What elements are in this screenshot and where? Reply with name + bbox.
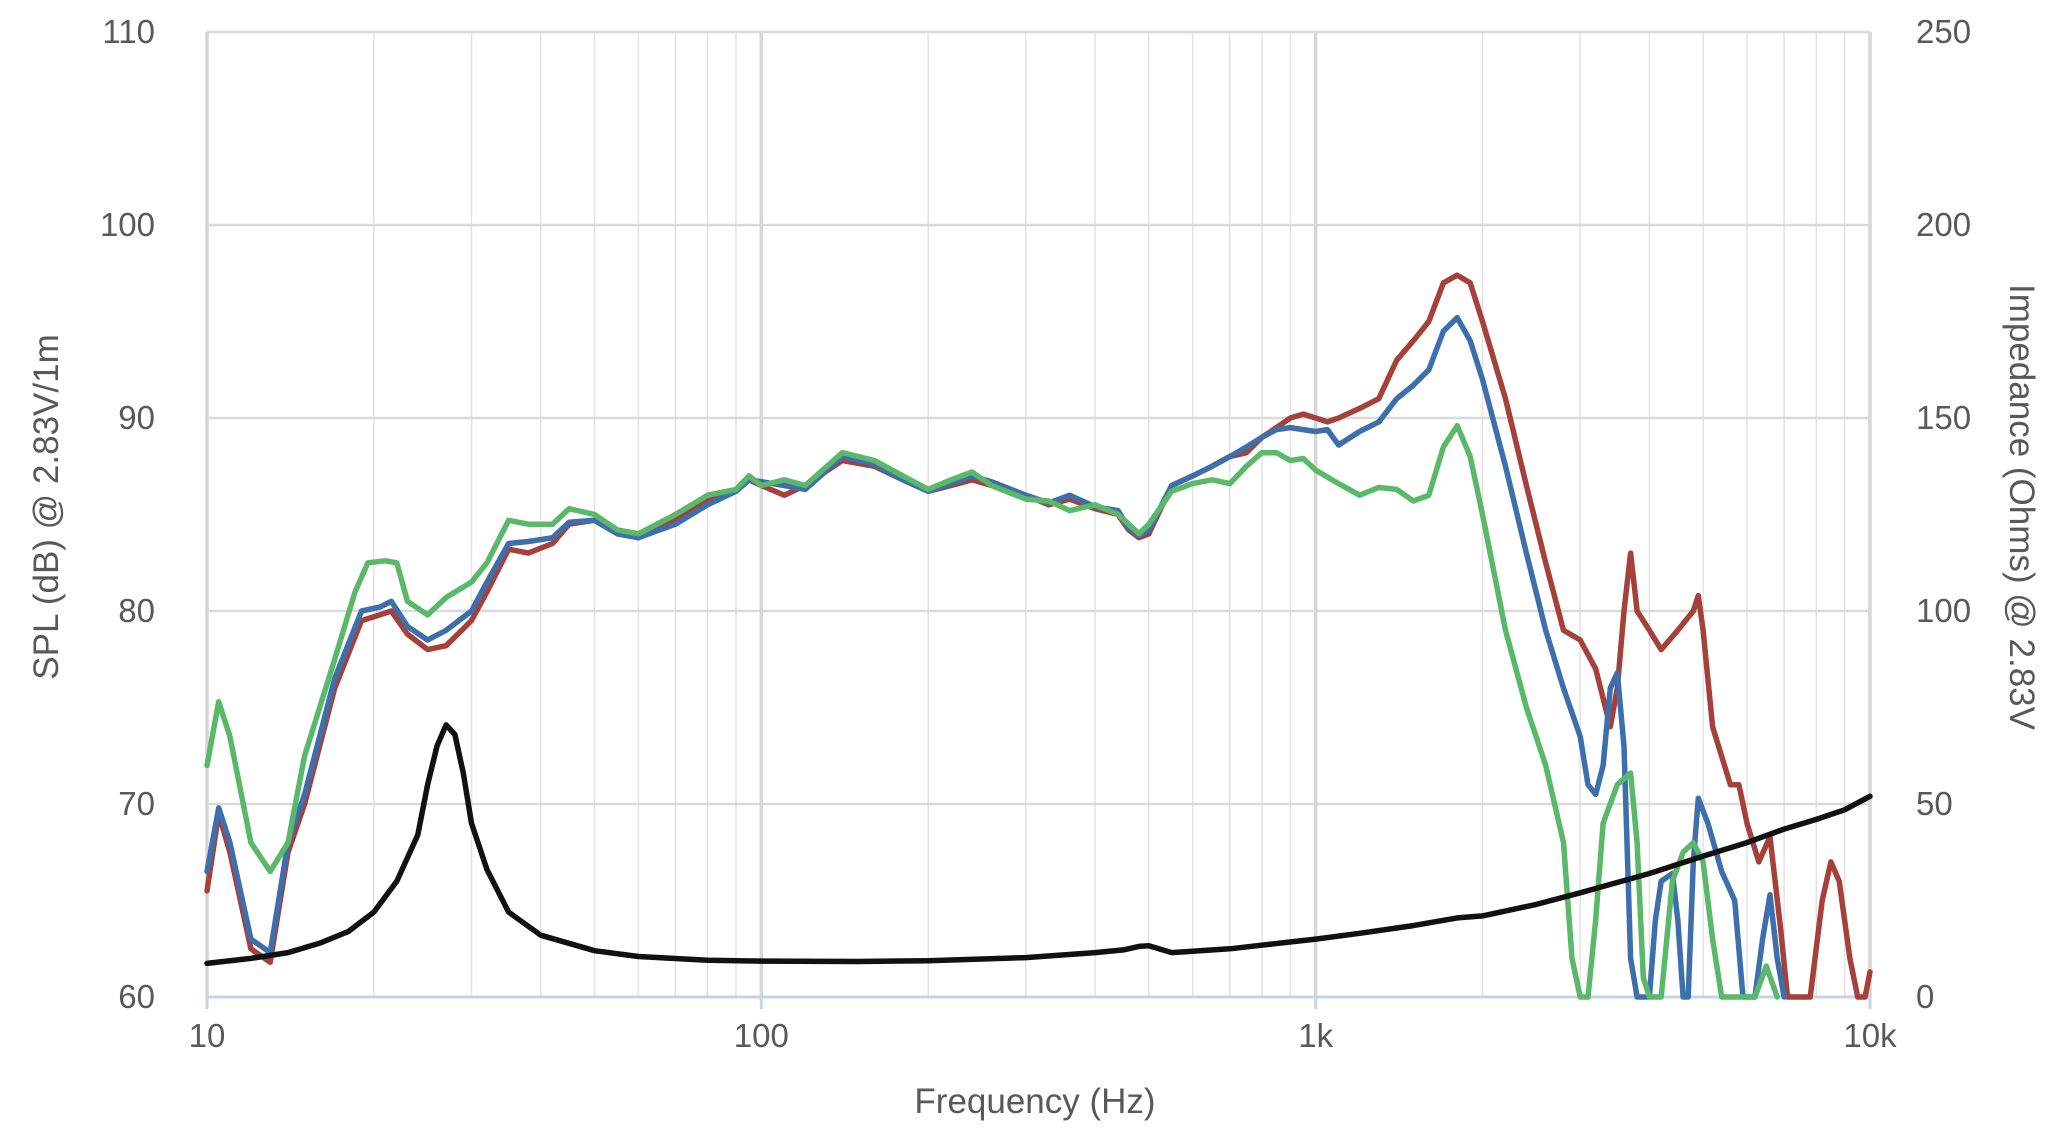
x-tick-label: 10 [189,1017,226,1054]
series-line-3 [204,422,1780,1000]
x-tick-label: 1k [1298,1017,1333,1054]
y-tick-label: 70 [118,785,155,822]
y-tick-label: 90 [118,399,155,436]
x-tick-label: 100 [734,1017,789,1054]
y2-tick-label: 100 [1916,592,1971,629]
y2-tick-label: 150 [1916,399,1971,436]
x-axis: 10 100 1k 10k [189,1017,1897,1054]
series-line-4 [204,722,1873,967]
y2-axis-title: Impedance (Ohms) @ 2.83V [2002,284,2041,731]
x-axis-line [205,995,1872,1009]
y2-tick-label: 200 [1916,206,1971,243]
y2-tick-label: 0 [1916,978,1934,1015]
y-tick-label: 60 [118,978,155,1015]
x-axis-title: Frequency (Hz) [914,1082,1155,1121]
left-y-axis: 60 70 80 90 100 110 [100,13,155,1015]
minor-gridlines [373,32,1846,997]
series-line-2 [204,314,1787,1000]
y2-tick-label: 250 [1916,13,1971,50]
plot-series [204,272,1873,1000]
y2-tick-label: 50 [1916,785,1953,822]
x-tick-label: 10k [1843,1017,1897,1054]
y-tick-label: 100 [100,206,155,243]
y-tick-label: 110 [102,13,155,50]
major-gridlines [205,30,1872,999]
series-line-1 [204,272,1873,1000]
y-tick-label: 80 [118,592,155,629]
right-y-axis: 0 50 100 150 200 250 [1916,13,1971,1015]
y-axis-title: SPL (dB) @ 2.83V/1m [27,334,66,680]
